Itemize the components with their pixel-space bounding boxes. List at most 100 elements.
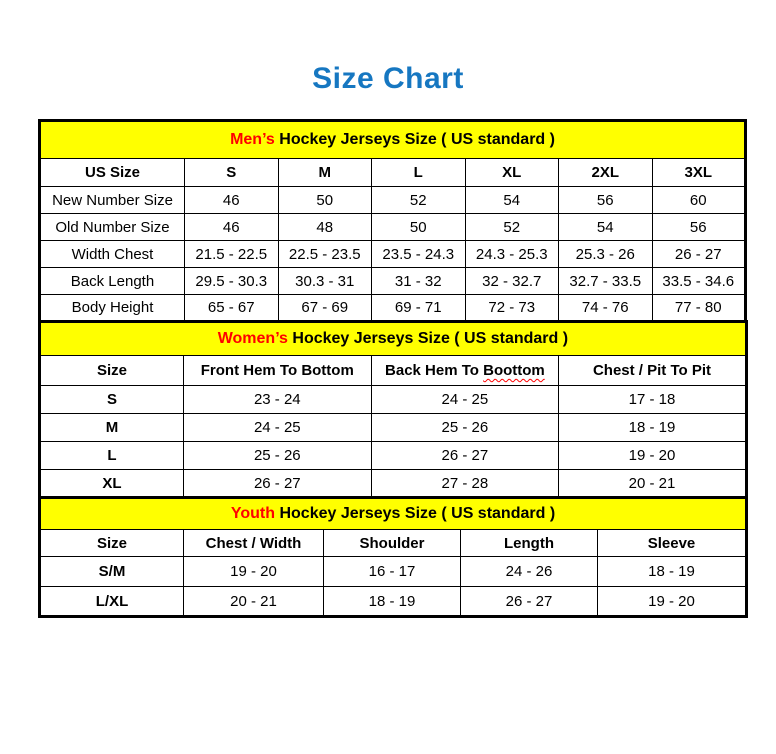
cell: 31 - 32 xyxy=(371,267,466,295)
table-row: M 24 - 25 25 - 26 18 - 19 xyxy=(39,413,747,442)
cell: 24 - 25 xyxy=(370,385,560,414)
cell: 19 - 20 xyxy=(183,556,324,587)
youth-section-heading: Youth Hockey Jerseys Size ( US standard … xyxy=(38,497,748,530)
page-title: Size Chart xyxy=(312,62,464,95)
table-row: New Number Size 46 50 52 54 56 60 xyxy=(39,186,747,214)
cell: 56 xyxy=(651,213,747,241)
cell: 18 - 19 xyxy=(596,556,748,587)
womens-column-header-row: Size Front Hem To Bottom Back Hem To Boo… xyxy=(39,355,747,386)
cell: 69 - 71 xyxy=(371,294,466,322)
table-row: L/XL 20 - 21 18 - 19 26 - 27 19 - 20 xyxy=(39,586,748,617)
table-row: Width Chest 21.5 - 22.5 22.5 - 23.5 23.5… xyxy=(39,240,747,268)
womens-col-back-hem: Back Hem To Boottom xyxy=(370,355,560,386)
cell: 26 - 27 xyxy=(651,240,747,268)
cell: 33.5 - 34.6 xyxy=(651,267,747,295)
youth-col-chest-width: Chest / Width xyxy=(183,529,324,557)
cell: 26 - 27 xyxy=(460,586,598,617)
row-label: New Number Size xyxy=(39,186,185,214)
mens-col-xl: XL xyxy=(464,158,559,187)
cell: 18 - 19 xyxy=(558,413,747,442)
table-row: Old Number Size 46 48 50 52 54 56 xyxy=(39,213,747,241)
cell: 52 xyxy=(464,213,559,241)
row-label: Old Number Size xyxy=(39,213,185,241)
cell: 21.5 - 22.5 xyxy=(184,240,279,268)
table-row: Body Height 65 - 67 67 - 69 69 - 71 72 -… xyxy=(39,294,747,322)
cell: 25 - 26 xyxy=(370,413,560,442)
youth-heading-rest: Hockey Jerseys Size ( US standard ) xyxy=(279,505,556,522)
womens-size-table: Women’s Hockey Jerseys Size ( US standar… xyxy=(38,320,748,499)
mens-col-m: M xyxy=(277,158,372,187)
mens-col-3xl: 3XL xyxy=(651,158,747,187)
table-row: S 23 - 24 24 - 25 17 - 18 xyxy=(39,385,747,414)
cell: 72 - 73 xyxy=(464,294,559,322)
cell: 60 xyxy=(651,186,747,214)
youth-col-length: Length xyxy=(460,529,598,557)
row-label: Back Length xyxy=(39,267,185,295)
cell: 17 - 18 xyxy=(558,385,747,414)
row-label: S/M xyxy=(39,556,184,587)
womens-section-heading: Women’s Hockey Jerseys Size ( US standar… xyxy=(39,321,747,356)
mens-col-l: L xyxy=(371,158,466,187)
cell: 74 - 76 xyxy=(558,294,653,322)
youth-col-shoulder: Shoulder xyxy=(323,529,461,557)
mens-col-2xl: 2XL xyxy=(558,158,653,187)
cell: 56 xyxy=(558,186,653,214)
cell: 67 - 69 xyxy=(277,294,372,322)
cell: 48 xyxy=(277,213,372,241)
cell: 24.3 - 25.3 xyxy=(464,240,559,268)
mens-col-s: S xyxy=(184,158,279,187)
row-label: L/XL xyxy=(39,586,184,617)
youth-column-header-row: Size Chest / Width Shoulder Length Sleev… xyxy=(39,529,748,557)
table-row: S/M 19 - 20 16 - 17 24 - 26 18 - 19 xyxy=(39,556,748,587)
cell: 23.5 - 24.3 xyxy=(371,240,466,268)
cell: 20 - 21 xyxy=(183,586,324,617)
cell: 50 xyxy=(277,186,372,214)
youth-size-table: Youth Hockey Jerseys Size ( US standard … xyxy=(38,496,749,618)
cell: 77 - 80 xyxy=(651,294,747,322)
cell: 16 - 17 xyxy=(323,556,461,587)
cell: 46 xyxy=(184,186,279,214)
cell: 20 - 21 xyxy=(558,469,747,498)
table-row: XL 26 - 27 27 - 28 20 - 21 xyxy=(39,469,747,498)
cell: 25 - 26 xyxy=(183,441,372,470)
mens-heading-accent: Men’s xyxy=(230,131,275,148)
row-label: S xyxy=(39,385,184,414)
row-label: XL xyxy=(39,469,184,498)
youth-heading-accent: Youth xyxy=(230,505,276,522)
mens-heading-rest: Hockey Jerseys Size ( US standard ) xyxy=(279,131,555,148)
mens-section-header: Men’s Hockey Jerseys Size ( US standard … xyxy=(38,120,747,159)
mens-column-header-row: US Size S M L XL 2XL 3XL xyxy=(39,158,747,187)
cell: 32.7 - 33.5 xyxy=(558,267,653,295)
womens-col-front-hem: Front Hem To Bottom xyxy=(183,355,372,386)
cell: 54 xyxy=(558,213,653,241)
cell: 24 - 26 xyxy=(460,556,598,587)
womens-section-header: Women’s Hockey Jerseys Size ( US standar… xyxy=(39,321,747,356)
back-hem-misspelled-word: Boottom xyxy=(483,362,545,379)
row-label: L xyxy=(39,441,184,470)
cell: 18 - 19 xyxy=(323,586,461,617)
table-row: L 25 - 26 26 - 27 19 - 20 xyxy=(39,441,747,470)
mens-section-heading: Men’s Hockey Jerseys Size ( US standard … xyxy=(38,120,747,159)
row-label: Body Height xyxy=(39,294,185,322)
youth-col-size: Size xyxy=(39,529,184,557)
womens-heading-rest: Hockey Jerseys Size ( US standard ) xyxy=(292,330,569,347)
row-label: Width Chest xyxy=(39,240,185,268)
youth-section-header: Youth Hockey Jerseys Size ( US standard … xyxy=(38,497,748,530)
cell: 29.5 - 30.3 xyxy=(184,267,279,295)
cell: 52 xyxy=(371,186,466,214)
cell: 50 xyxy=(371,213,466,241)
cell: 22.5 - 23.5 xyxy=(277,240,372,268)
cell: 26 - 27 xyxy=(370,441,560,470)
womens-heading-accent: Women’s xyxy=(217,330,288,347)
womens-col-size: Size xyxy=(39,355,184,386)
cell: 46 xyxy=(184,213,279,241)
cell: 32 - 32.7 xyxy=(464,267,559,295)
cell: 54 xyxy=(464,186,559,214)
cell: 19 - 20 xyxy=(558,441,747,470)
cell: 27 - 28 xyxy=(370,469,560,498)
womens-col-chest: Chest / Pit To Pit xyxy=(558,355,747,386)
back-hem-prefix: Back Hem To xyxy=(385,362,479,379)
youth-col-sleeve: Sleeve xyxy=(596,529,748,557)
table-row: Back Length 29.5 - 30.3 30.3 - 31 31 - 3… xyxy=(39,267,747,295)
cell: 19 - 20 xyxy=(596,586,748,617)
